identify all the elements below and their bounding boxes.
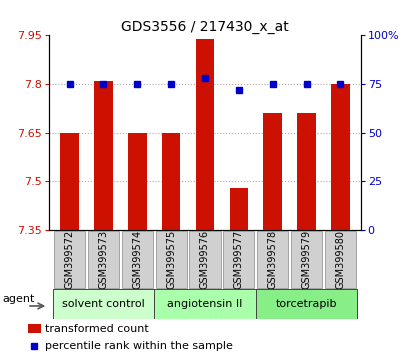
Bar <box>223 231 254 288</box>
Text: GSM399575: GSM399575 <box>166 230 176 289</box>
Text: percentile rank within the sample: percentile rank within the sample <box>45 341 232 351</box>
Bar <box>54 231 85 288</box>
Bar <box>60 133 79 230</box>
Bar <box>330 84 349 230</box>
Text: transformed count: transformed count <box>45 324 148 333</box>
Bar <box>229 188 247 230</box>
Text: GSM399580: GSM399580 <box>335 230 345 289</box>
Bar <box>128 133 146 230</box>
Bar <box>297 113 315 230</box>
Bar <box>256 231 288 288</box>
Title: GDS3556 / 217430_x_at: GDS3556 / 217430_x_at <box>121 21 288 34</box>
Bar <box>94 81 112 230</box>
Bar <box>162 133 180 230</box>
Text: GSM399573: GSM399573 <box>98 230 108 289</box>
Bar <box>290 231 321 288</box>
Text: GSM399577: GSM399577 <box>233 230 243 289</box>
Bar <box>195 39 214 230</box>
Bar <box>88 231 119 288</box>
Bar <box>154 289 255 319</box>
Text: GSM399574: GSM399574 <box>132 230 142 289</box>
Text: torcetrapib: torcetrapib <box>275 298 337 309</box>
Text: GSM399579: GSM399579 <box>301 230 311 289</box>
Text: GSM399572: GSM399572 <box>64 230 74 289</box>
Text: agent: agent <box>2 294 35 304</box>
Bar <box>155 231 186 288</box>
Bar <box>52 289 154 319</box>
Bar <box>189 231 220 288</box>
Bar <box>121 231 153 288</box>
Text: solvent control: solvent control <box>62 298 144 309</box>
Text: GSM399576: GSM399576 <box>200 230 209 289</box>
Bar <box>324 231 355 288</box>
Bar <box>255 289 357 319</box>
Text: GSM399578: GSM399578 <box>267 230 277 289</box>
Bar <box>263 113 281 230</box>
Text: angiotensin II: angiotensin II <box>167 298 242 309</box>
Bar <box>28 324 41 333</box>
